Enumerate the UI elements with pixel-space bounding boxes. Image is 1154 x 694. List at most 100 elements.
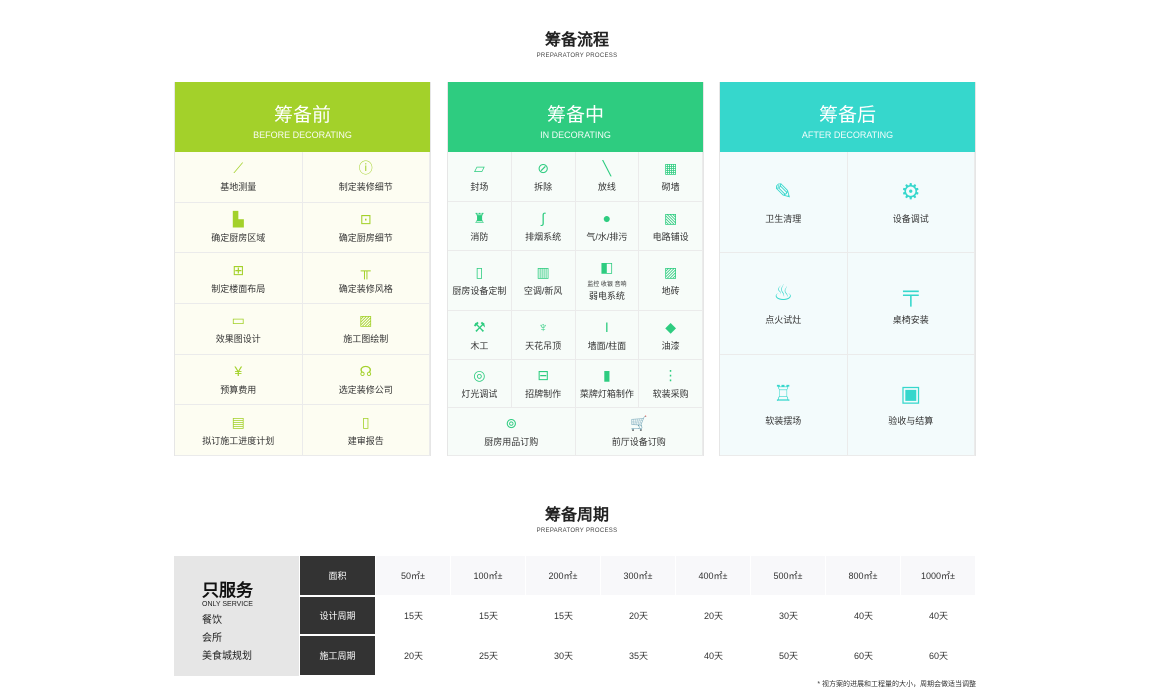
step-label: 气/水/排污 [586, 231, 628, 242]
step-during-21: 🛒 前厅设备订购 [575, 408, 703, 456]
step-label: 地砖 [661, 286, 680, 296]
monitor-pen-icon: ▭ [231, 312, 245, 329]
before-header: 筹备前 BEFORE DECORATING [175, 82, 430, 152]
step-label: 卫生清理 [765, 213, 802, 224]
step-label: 制定楼面布局 [211, 283, 266, 294]
after-header: 筹备后 AFTER DECORATING [720, 82, 975, 152]
table-cell: 800㎡± [826, 556, 900, 595]
service-block: 只服务 ONLY SERVICE 餐饮 会所 美食城规划 [174, 556, 299, 676]
prohibit-icon: ⊘ [537, 160, 549, 176]
step-during-7: ▧ 电路铺设 [639, 202, 703, 251]
step-before-7: ▨ 施工图绘制 [302, 304, 430, 355]
step-label: 封场 [470, 182, 489, 192]
step-label: 排烟系统 [525, 231, 562, 242]
axe-icon: ⚒ [473, 318, 486, 335]
table-icon: ╤ [902, 279, 919, 305]
sliders-icon: ⋮ [663, 367, 678, 383]
step-before-8: ¥ 预算费用 [175, 354, 303, 406]
step-label: 桌椅安装 [892, 314, 929, 325]
step-during-5: ∫ 排烟系统 [511, 202, 576, 251]
service-item: 美食城规划 [202, 651, 252, 662]
step-label: 拆除 [534, 182, 553, 192]
step-label: 消防 [470, 231, 489, 242]
calendar-icon: ▤ [231, 413, 245, 430]
yen-icon: ¥ [234, 362, 243, 379]
step-label: 灯光调试 [461, 389, 498, 399]
furniture-icon: ♖ [773, 381, 794, 407]
step-label: 菜牌灯箱制作 [579, 389, 634, 399]
table-row: 20天 25天 30天 35天 40天 50天 60天 60天 [376, 636, 976, 675]
step-label: 电路铺设 [652, 231, 689, 242]
line-icon: ╲ [602, 160, 612, 176]
step-during-2: ╲ 放线 [575, 152, 640, 202]
step-label: 弱电系统 [588, 291, 625, 301]
service-subtitle: ONLY SERVICE [202, 601, 253, 608]
table-cell: 1000㎡± [901, 556, 975, 595]
step-label: 空调/新风 [523, 286, 563, 296]
step-after-0: ✎ 卫生清理 [720, 152, 848, 254]
table-cell: 50㎡± [376, 556, 450, 595]
table-cell: 50天 [778, 651, 798, 661]
step-label: 厨房用品订购 [484, 437, 539, 447]
step-label: 招牌制作 [525, 389, 562, 399]
step-label: 确定厨房细节 [338, 232, 393, 243]
tableware-icon: ⊚ [505, 415, 518, 431]
camera-icon: ◧ [600, 259, 614, 275]
table-cell: 15天 [403, 611, 423, 621]
table-cell: 500㎡± [751, 556, 825, 595]
step-during-0: ▱ 封场 [448, 152, 512, 202]
step-before-3: ⊡ 确定厨房细节 [302, 202, 430, 254]
step-before-6: ▭ 效果图设计 [175, 304, 303, 355]
step-during-6: ● 气/水/排污 [575, 202, 640, 251]
bulb-icon: ◎ [473, 367, 486, 383]
step-label: 基地测量 [220, 182, 257, 193]
during-title: 筹备中 [546, 105, 604, 126]
step-before-4: ⊞ 制定楼面布局 [175, 253, 303, 304]
step-before-10: ▤ 拟订施工进度计划 [175, 405, 303, 456]
step-label: 效果图设计 [215, 334, 261, 345]
step-during-11: ▨ 地砖 [639, 251, 703, 311]
step-during-18: ▮ 菜牌灯箱制作 [575, 360, 640, 408]
table-cell: 100㎡± [451, 556, 525, 595]
tile-icon: ▨ [664, 264, 678, 280]
after-subtitle: AFTER DECORATING [801, 130, 894, 140]
during-subtitle: IN DECORATING [540, 130, 611, 140]
step-label: 前厅设备订购 [611, 437, 666, 447]
step-label: 天花吊顶 [525, 340, 562, 351]
table-cell: 35天 [628, 651, 648, 661]
step-after-1: ⚙ 设备调试 [847, 152, 975, 254]
in-decorating-panel: 筹备中 IN DECORATING ▱ 封场 ⊘ 拆除 ╲ 放线 ▦ 砌墙 ♜ 消防 ∫ 排烟系统 ● 气/… [447, 82, 704, 456]
air-conditioner-icon: ▥ [536, 264, 550, 280]
before-decorating-panel: 筹备前 BEFORE DECORATING ⟋ 基地测量 ⓘ 制定装修细节 ▙ 确定厨房区域… [174, 82, 431, 456]
table-cell: 40天 [928, 611, 948, 621]
drop-icon: ● [602, 209, 612, 226]
after-decorating-panel: 筹备后 AFTER DECORATING ✎ 卫生清理 ⚙ 设备调试 ♨ 点火试灶 ╤ 桌椅安装… [719, 82, 976, 456]
step-during-10: ◧ 监控 收银 音响 弱电系统 [575, 251, 640, 311]
table-cell: 200㎡± [526, 556, 600, 595]
step-before-11: ▯ 建审报告 [302, 405, 430, 456]
table-cell: 15天 [553, 611, 573, 621]
step-during-20: ⊚ 厨房用品订购 [448, 408, 576, 456]
row-label: 施工周期 [300, 636, 375, 675]
service-item: 会所 [202, 633, 222, 644]
step-before-9: ☊ 选定装修公司 [302, 354, 430, 406]
step-label: 点火试灶 [765, 314, 802, 325]
service-item: 餐饮 [202, 615, 222, 626]
step-label: 验收与结算 [888, 416, 934, 427]
fridge-icon: ▯ [475, 264, 484, 280]
layout-grid-icon: ⊞ [232, 261, 245, 278]
table-cell: 60天 [928, 651, 948, 661]
step-during-8: ▯ 厨房设备定制 [448, 251, 512, 311]
cycle-note: * 视方案的进展和工程量的大小，周期会做适当调整 [817, 681, 976, 688]
after-title: 筹备后 [818, 105, 876, 126]
step-during-9: ▥ 空调/新风 [511, 251, 576, 311]
step-during-16: ◎ 灯光调试 [448, 360, 512, 408]
step-during-15: ◆ 油漆 [639, 311, 703, 360]
step-label: 确定厨房区域 [211, 232, 266, 243]
step-label: 预算费用 [220, 384, 257, 395]
step-during-14: I 墙面/柱面 [575, 311, 640, 360]
step-label: 设备调试 [892, 213, 929, 224]
table-cell: 60天 [853, 651, 873, 661]
step-after-4: ♖ 软装摆场 [720, 354, 848, 456]
step-during-1: ⊘ 拆除 [511, 152, 576, 202]
